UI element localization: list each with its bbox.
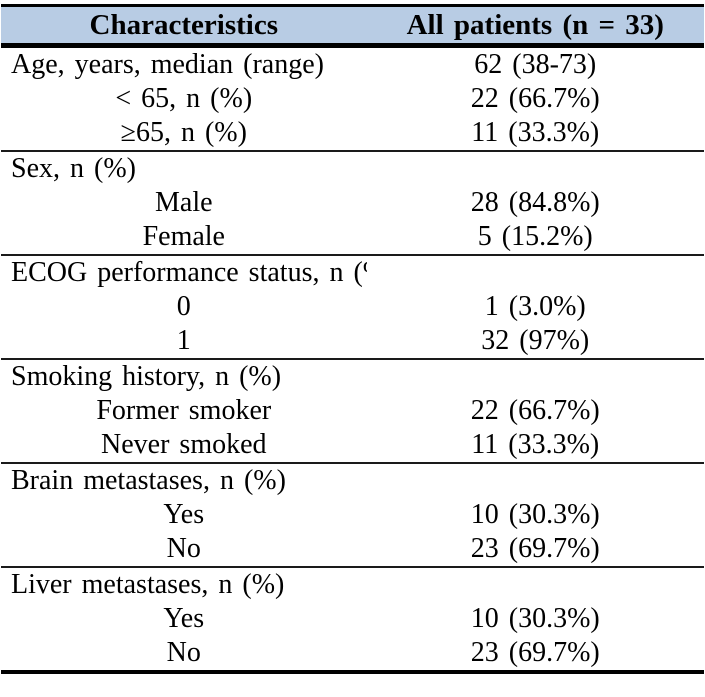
table-row-ecog-0: 0 1 (3.0%)	[1, 290, 704, 324]
row-label-cell: 1	[176, 325, 191, 356]
table-row-brain-mets: Brain metastases, n (%)	[1, 462, 704, 498]
table-row-sex: Sex, n (%)	[1, 150, 704, 186]
row-label-cell: 0	[176, 291, 191, 322]
row-label-cell: Former smoker	[96, 395, 272, 426]
table-row-liver-mets: Liver metastases, n (%)	[1, 566, 704, 602]
row-value-cell: 1 (3.0%)	[484, 291, 586, 322]
row-value-cell: 10 (30.3%)	[470, 603, 600, 634]
row-label-cell: Smoking history, n (%)	[1, 358, 367, 394]
table-row-liver-mets-yes: Yes 10 (30.3%)	[1, 602, 704, 636]
row-label-cell: < 65, n (%)	[115, 83, 253, 114]
table-header-row: Characteristics All patients (n = 33)	[1, 4, 704, 48]
row-value-cell: 22 (66.7%)	[470, 395, 600, 426]
table-row-age-median: Age, years, median (range) 62 (38-73)	[1, 46, 704, 83]
row-label-cell: No	[166, 533, 201, 564]
row-value-cell: 22 (66.7%)	[470, 83, 600, 114]
row-label-cell: Female	[142, 221, 225, 252]
table-row-ecog-1: 1 32 (97%)	[1, 324, 704, 359]
header-characteristics: Characteristics	[1, 4, 367, 48]
table-row-ecog: ECOG performance status, n (%)	[1, 254, 704, 290]
row-label-cell: Yes	[163, 603, 205, 634]
row-label-cell: No	[1, 636, 367, 674]
table-row-age-65-plus: ≥65, n (%) 11 (33.3%)	[1, 116, 704, 151]
row-label-cell: Liver metastases, n (%)	[1, 566, 367, 602]
table-row-smoking: Smoking history, n (%)	[1, 358, 704, 394]
row-value-cell: 11 (33.3%)	[471, 429, 600, 460]
row-value-cell	[366, 566, 704, 602]
row-label-cell: Never smoked	[101, 429, 267, 460]
table-row-brain-mets-yes: Yes 10 (30.3%)	[1, 498, 704, 532]
table-row-sex-male: Male 28 (84.8%)	[1, 186, 704, 220]
table-row-liver-mets-no: No 23 (69.7%)	[1, 636, 704, 674]
row-value-cell: 5 (15.2%)	[477, 221, 593, 252]
header-all-patients: All patients (n = 33)	[366, 4, 704, 48]
row-label-cell: Male	[155, 187, 213, 218]
row-value-cell: 23 (69.7%)	[366, 636, 704, 674]
row-value-cell	[366, 150, 704, 186]
row-value-cell: 32 (97%)	[481, 325, 590, 356]
row-value-cell: 23 (69.7%)	[470, 533, 600, 564]
table-row-brain-mets-no: No 23 (69.7%)	[1, 532, 704, 567]
row-label-cell: ECOG performance status, n (%)	[1, 254, 367, 290]
row-label-cell: ≥65, n (%)	[120, 117, 247, 148]
row-value-cell: 11 (33.3%)	[471, 117, 600, 148]
table-row-sex-female: Female 5 (15.2%)	[1, 220, 704, 255]
table-row-smoking-never: Never smoked 11 (33.3%)	[1, 428, 704, 463]
row-label-cell: Yes	[163, 499, 205, 530]
row-value-cell	[366, 462, 704, 498]
row-value-cell	[366, 358, 704, 394]
row-label-cell: Age, years, median (range)	[11, 49, 324, 80]
row-value-cell: 10 (30.3%)	[470, 499, 600, 530]
table-row-smoking-former: Former smoker 22 (66.7%)	[1, 394, 704, 428]
row-value-cell	[366, 254, 704, 290]
row-value-cell: 62 (38-73)	[474, 49, 597, 80]
row-value-cell: 28 (84.8%)	[470, 187, 600, 218]
row-label-cell: Brain metastases, n (%)	[1, 462, 367, 498]
patient-characteristics-table: Characteristics All patients (n = 33) Ag…	[1, 4, 704, 674]
row-label-cell: Sex, n (%)	[1, 150, 367, 186]
table-row-age-under-65: < 65, n (%) 22 (66.7%)	[1, 82, 704, 116]
